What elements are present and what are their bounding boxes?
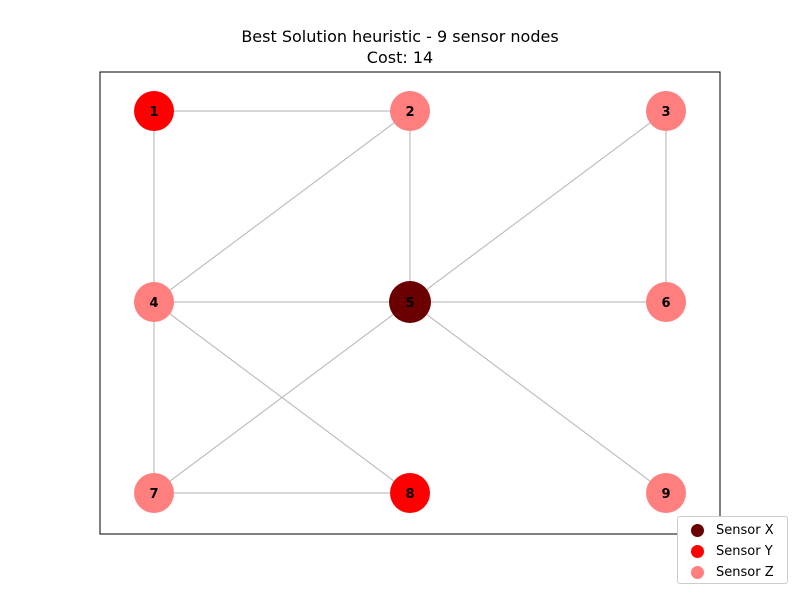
edge-3-5 [409,110,667,303]
legend-item-sensor-z: Sensor Z [678,562,787,583]
legend-marker-sensor-z [691,566,704,579]
legend-label-sensor-x: Sensor X [716,523,774,538]
node-2 [390,91,430,131]
edge-5-9 [409,301,667,494]
diagram-cost: Cost: 14 [366,48,434,67]
node-label-1: 1 [149,105,158,120]
legend-item-sensor-x: Sensor X [678,520,787,541]
node-label-4: 4 [149,296,158,311]
nodes-layer: 1 2 3 4 5 6 7 8 9 [134,91,686,513]
node-label-6: 6 [661,296,670,311]
node-label-9: 9 [661,487,670,502]
node-label-2: 2 [405,105,414,120]
node-9 [646,473,686,513]
node-label-3: 3 [661,105,670,120]
node-3 [646,91,686,131]
plot-frame [99,71,721,535]
node-6 [646,282,686,322]
legend-marker-sensor-x [691,524,704,537]
node-1 [134,91,174,131]
edge-5-7 [153,301,411,494]
node-label-5: 5 [405,296,414,311]
legend-label-sensor-z: Sensor Z [716,565,774,580]
edges-layer [153,110,667,494]
node-5 [389,281,431,323]
node-7 [134,473,174,513]
diagram-title: Best Solution heuristic - 9 sensor nodes [241,27,559,46]
node-label-7: 7 [149,487,158,502]
legend-marker-sensor-y [691,545,704,558]
node-8 [390,473,430,513]
legend-item-sensor-y: Sensor Y [678,541,787,562]
legend-label-sensor-y: Sensor Y [716,544,773,559]
edge-2-4 [153,110,411,303]
legend: Sensor X Sensor Y Sensor Z [677,516,788,584]
node-label-8: 8 [405,487,414,502]
node-4 [134,282,174,322]
